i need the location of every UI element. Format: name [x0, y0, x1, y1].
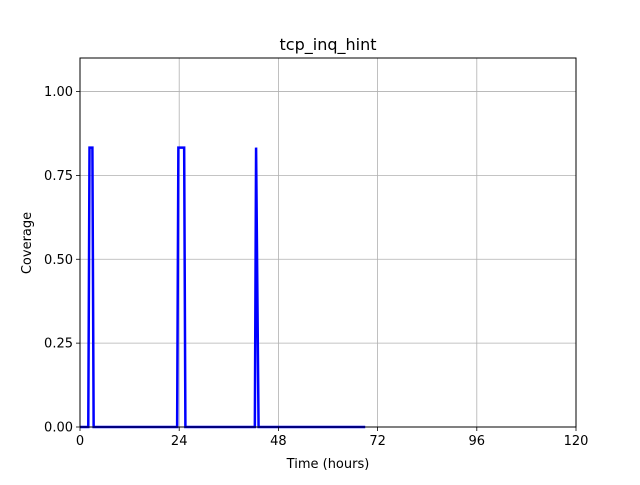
coverage-series-line	[80, 146, 366, 429]
x-tick-label: 120	[564, 434, 589, 449]
x-tick-label: 24	[171, 434, 188, 449]
y-tick-label: 0.00	[44, 421, 73, 436]
ticks: 0 24 48 72 96 120 0.00 0.25 0.50 0.75 1.00	[44, 85, 588, 449]
x-tick-label: 48	[270, 434, 287, 449]
y-tick-label: 0.75	[44, 169, 73, 184]
y-tick-label: 0.25	[44, 337, 73, 352]
y-tick-label: 1.00	[44, 85, 73, 100]
x-tick-label: 96	[469, 434, 486, 449]
series-layer	[80, 146, 366, 429]
x-tick-label: 0	[76, 434, 84, 449]
plot-area-background	[80, 58, 576, 427]
y-tick-label: 0.50	[44, 253, 73, 268]
y-axis-label: Coverage	[20, 212, 35, 274]
plot-frame	[79, 57, 577, 428]
x-tick-label: 72	[369, 434, 386, 449]
x-axis-label: Time (hours)	[286, 457, 370, 472]
chart-title: tcp_inq_hint	[280, 35, 377, 55]
